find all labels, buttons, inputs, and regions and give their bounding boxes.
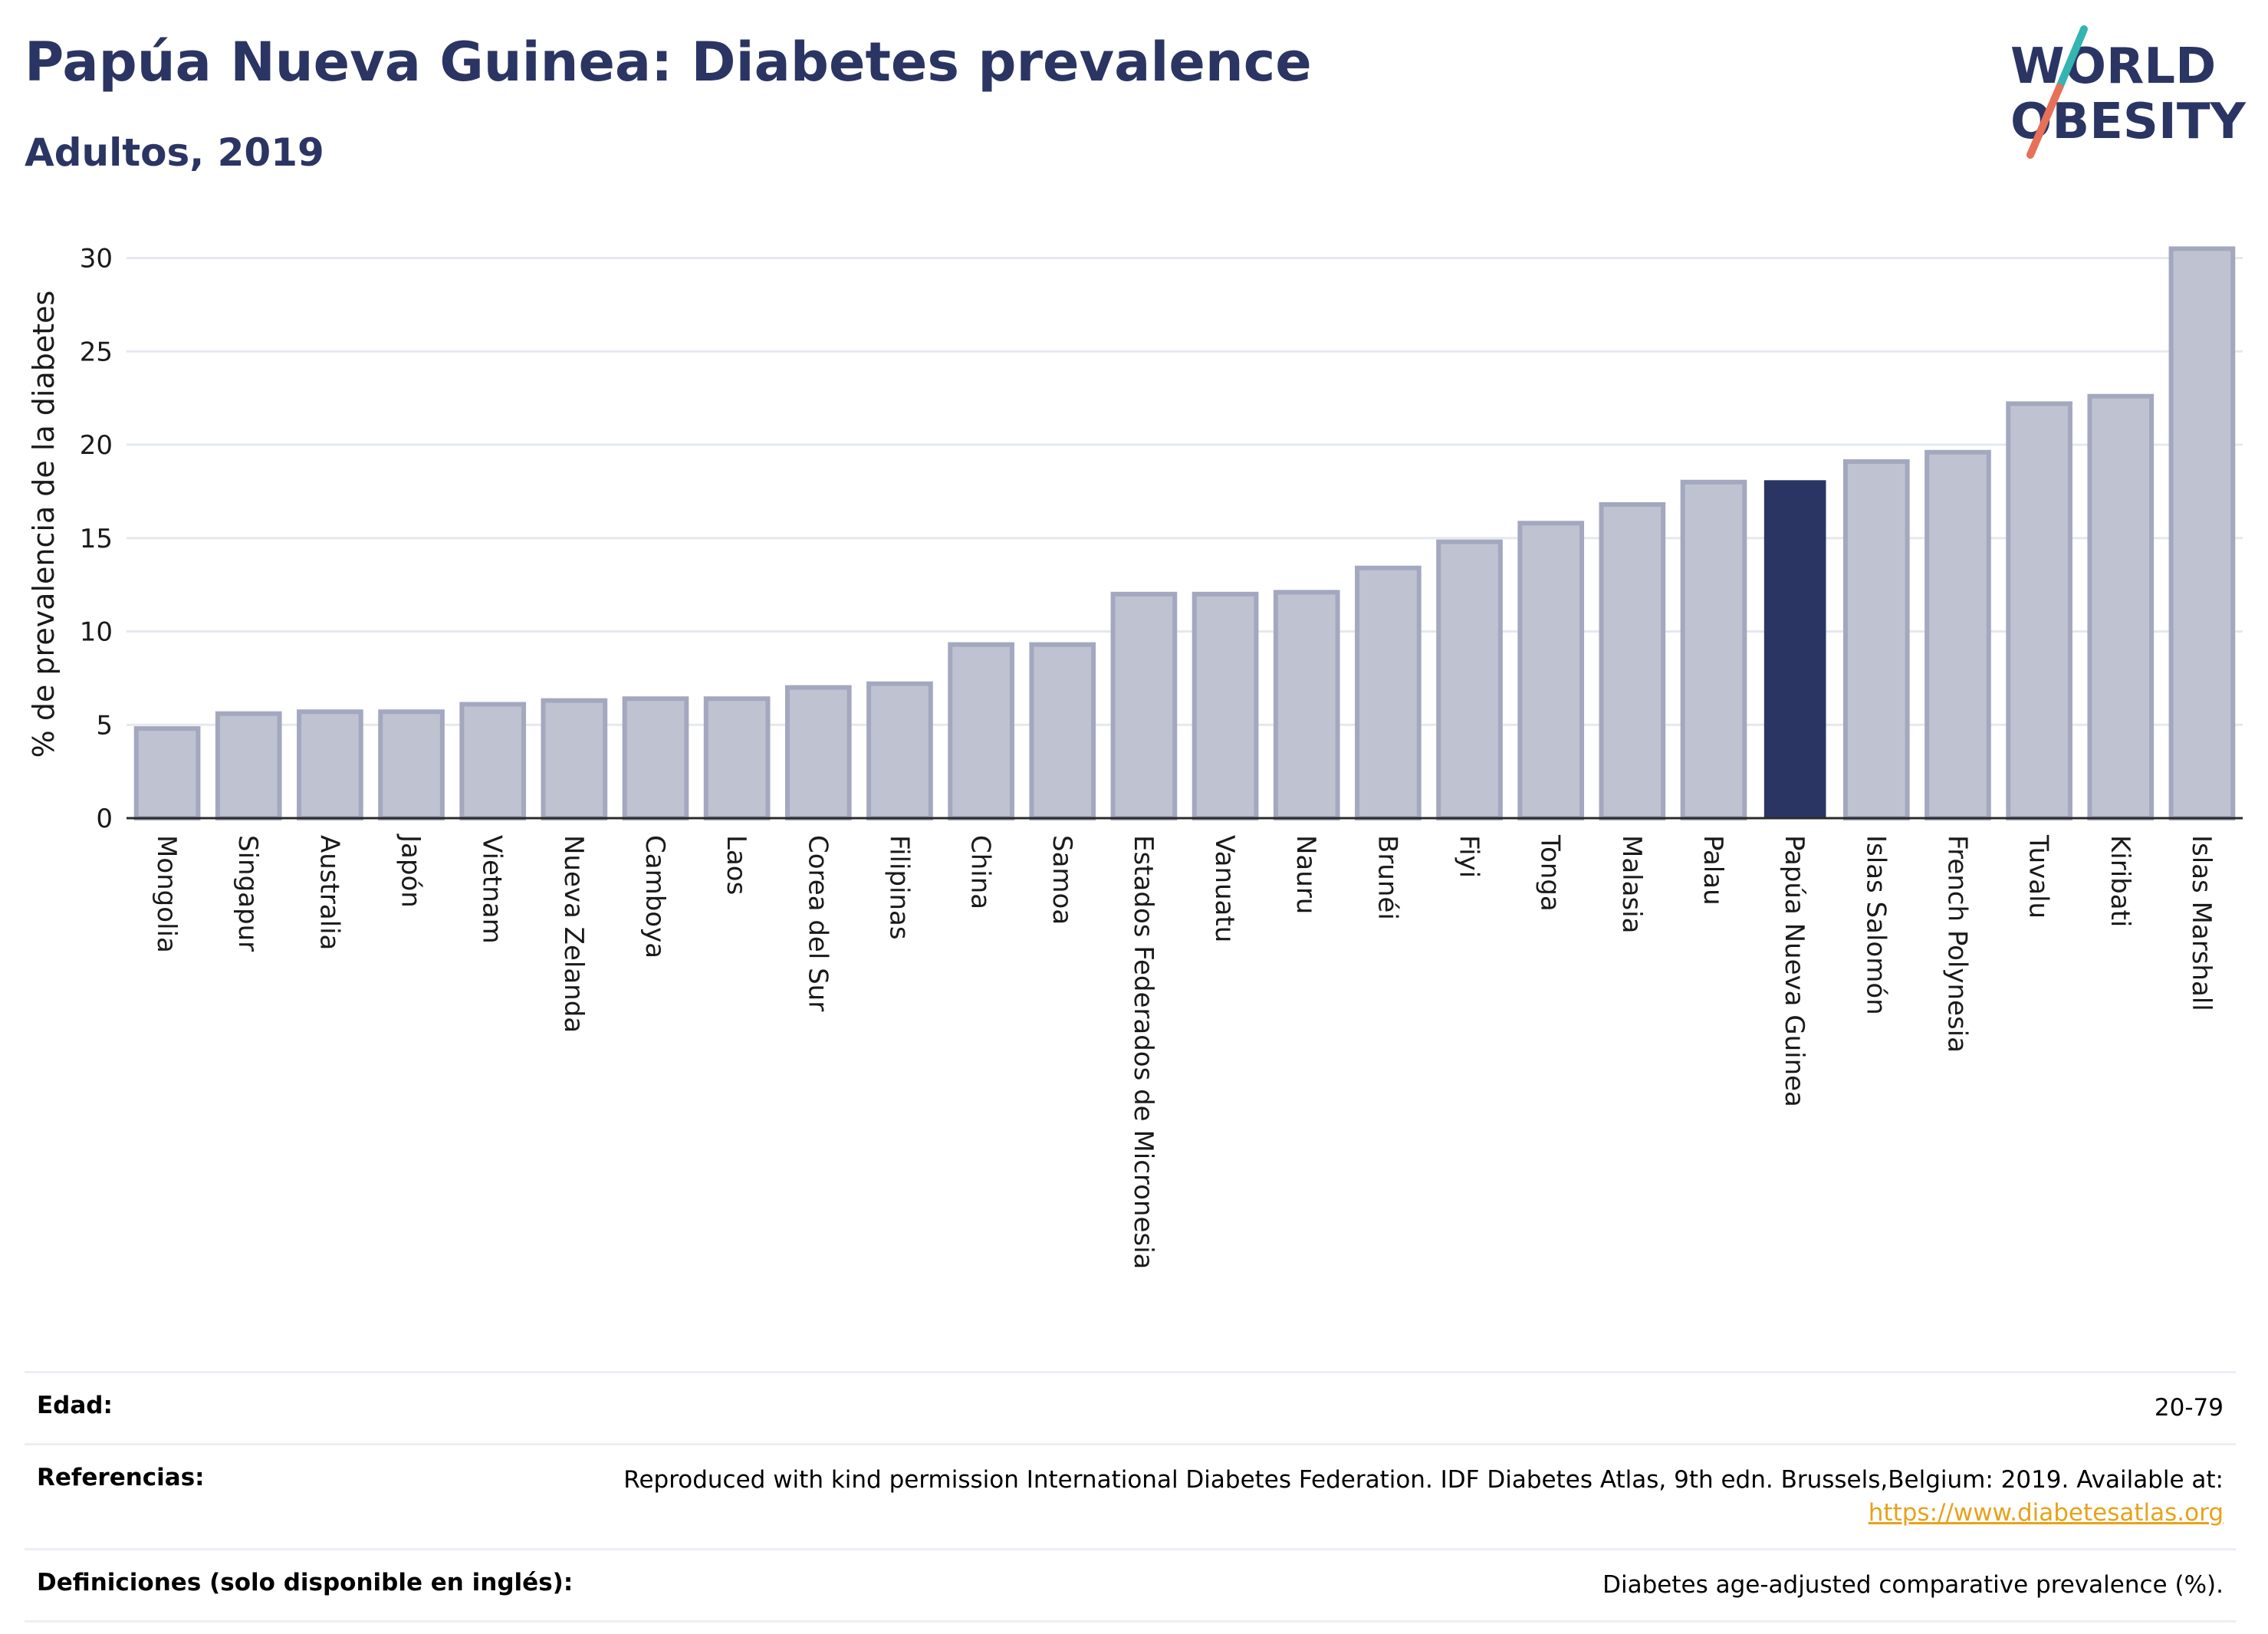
bar-24 [2087, 393, 2155, 820]
bar-15 [1355, 565, 1422, 820]
info-row-references: Referencias: Reproduced with kind permis… [25, 1443, 2236, 1548]
x-tick-label-14: Nauru [1290, 835, 1321, 914]
x-tick-label-1: Singapur [232, 835, 263, 952]
info-row-age: Edad: 20-79 [25, 1371, 2236, 1443]
page-title: Papúa Nueva Guinea: Diabetes prevalence [25, 31, 1312, 94]
x-tick-label-11: Samoa [1047, 835, 1077, 925]
bar-17 [1517, 521, 1585, 820]
info-row-definitions: Definiciones (solo disponible en inglés)… [25, 1548, 2236, 1622]
info-value-references: Reproduced with kind permission Internat… [623, 1464, 2224, 1530]
y-axis-title: % de prevalencia de la diabetes [27, 291, 61, 758]
bar-4 [459, 702, 527, 820]
x-tick-label-20: Papúa Nueva Guinea [1779, 835, 1809, 1107]
bar-20 [1763, 480, 1826, 818]
y-tick-label-20: 20 [80, 430, 113, 461]
info-value-definitions: Diabetes age-adjusted comparative preval… [1602, 1571, 2224, 1599]
info-label-age: Edad: [37, 1392, 113, 1419]
x-tick-label-4: Vietnam [477, 835, 508, 944]
info-table: Edad: 20-79 Referencias: Reproduced with… [25, 1371, 2236, 1622]
x-tick-label-22: French Polynesia [1941, 835, 1972, 1053]
x-tick-label-3: Japón [396, 833, 426, 908]
y-tick-label-15: 15 [80, 524, 113, 554]
bar-13 [1192, 591, 1259, 820]
bar-18 [1599, 501, 1666, 821]
bar-2 [297, 709, 363, 821]
logo-slash-coral [2026, 84, 2063, 159]
logo-text-world: WORLD [2010, 38, 2216, 95]
x-tick-label-2: Australia [314, 835, 344, 950]
x-tick-label-19: Palau [1698, 835, 1728, 906]
bar-3 [378, 709, 445, 821]
bar-0 [133, 726, 201, 820]
x-tick-label-13: Vanuatu [1209, 835, 1240, 942]
x-tick-label-25: Islas Marshall [2186, 835, 2217, 1011]
bar-12 [1110, 591, 1178, 820]
page-subtitle: Adultos, 2019 [25, 130, 324, 175]
x-tick-label-18: Malasia [1616, 835, 1647, 933]
info-label-references: Referencias: [37, 1464, 205, 1491]
x-tick-label-23: Tuvalu [2023, 834, 2054, 919]
x-tick-label-12: Estados Federados de Micronesia [1128, 835, 1159, 1269]
y-tick-label-0: 0 [96, 804, 113, 834]
y-tick-label-5: 5 [96, 710, 113, 741]
x-tick-label-10: China [965, 835, 996, 909]
bar-16 [1436, 539, 1503, 821]
info-label-definitions: Definiciones (solo disponible en inglés)… [37, 1569, 574, 1596]
bar-9 [866, 681, 933, 821]
bar-10 [948, 642, 1014, 820]
bar-6 [622, 696, 689, 821]
x-tick-label-17: Tonga [1535, 834, 1566, 912]
bar-25 [2168, 246, 2236, 821]
y-tick-label-25: 25 [80, 337, 113, 367]
x-tick-label-5: Nueva Zelanda [558, 835, 589, 1033]
x-tick-label-6: Camboya [639, 835, 670, 958]
x-tick-label-16: Fiyi [1454, 835, 1484, 878]
bar-11 [1029, 642, 1096, 820]
bar-14 [1273, 590, 1340, 820]
bar-1 [215, 711, 282, 821]
bar-23 [2006, 401, 2072, 820]
bar-7 [703, 696, 771, 821]
world-obesity-logo: WORLD OBESITY [2010, 25, 2246, 159]
bar-21 [1842, 459, 1910, 821]
x-tick-label-0: Mongolia [151, 835, 182, 953]
x-tick-label-21: Islas Salomón [1860, 835, 1891, 1015]
references-link[interactable]: https://www.diabetesatlas.org [1868, 1499, 2224, 1527]
references-text: Reproduced with kind permission Internat… [623, 1466, 2224, 1494]
bar-19 [1680, 479, 1747, 820]
y-tick-label-10: 10 [80, 617, 113, 648]
logo-slash-teal [2056, 25, 2088, 91]
x-tick-label-8: Corea del Sur [802, 835, 833, 1011]
x-tick-label-9: Filipinas [883, 835, 914, 940]
x-tick-label-24: Kiribati [2105, 835, 2135, 927]
x-tick-label-15: Brunéi [1372, 835, 1402, 920]
bar-5 [541, 698, 608, 820]
bar-chart: 0 5 10 15 20 25 30 % de prevalencia de la diabe… [27, 244, 2243, 1269]
bar-8 [784, 685, 852, 820]
y-tick-label-30: 30 [80, 244, 113, 275]
info-value-age: 20-79 [2154, 1394, 2224, 1422]
bar-22 [1925, 449, 1991, 820]
x-tick-label-7: Laos [721, 835, 751, 895]
